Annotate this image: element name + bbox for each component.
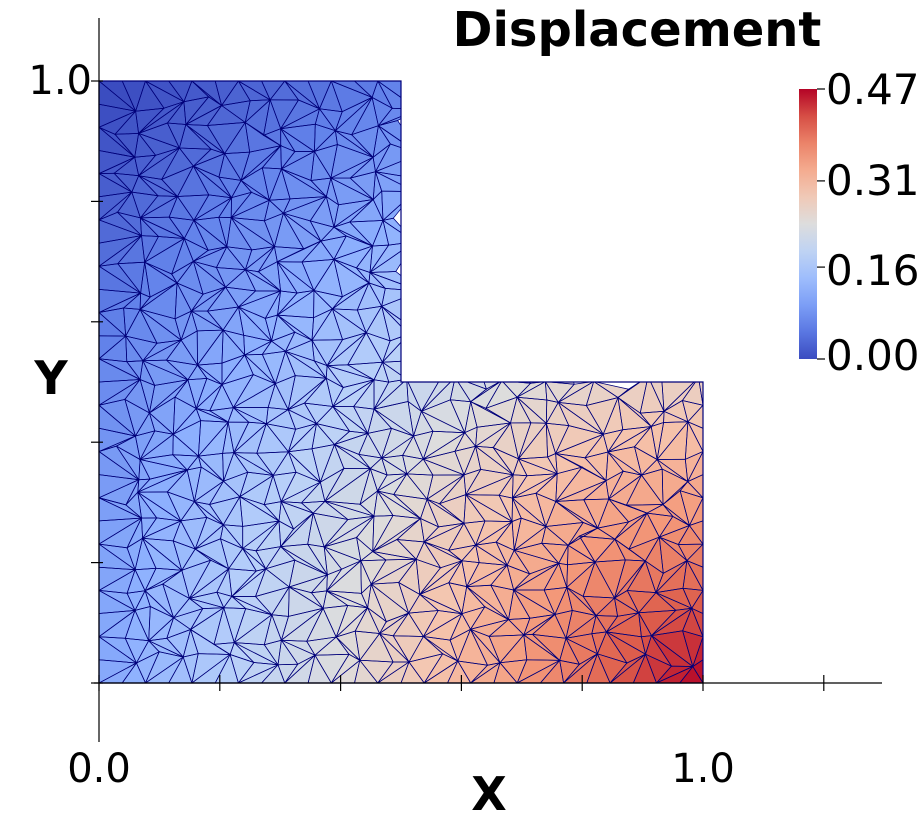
mesh-triangle [501, 365, 532, 384]
colorbar-label-max: 0.47 [826, 65, 917, 114]
colorbar-bar [799, 89, 817, 359]
mesh-triangle [544, 359, 575, 385]
mesh-triangle [121, 81, 147, 113]
x-tick-label: 1.0 [671, 746, 735, 792]
field-cell [477, 358, 503, 382]
mesh-triangle [353, 81, 379, 99]
mesh-triangle [167, 81, 193, 103]
mesh-triangle [685, 358, 703, 379]
field-cell [381, 190, 416, 222]
mesh-triangle [214, 81, 240, 107]
mesh-triangle [450, 356, 479, 379]
y-axis-title: Y [33, 351, 68, 405]
field-cell [544, 359, 575, 385]
mesh-triangle [617, 376, 649, 398]
field-cell [685, 358, 703, 379]
mesh-triangle [511, 354, 549, 383]
field-cell [698, 358, 703, 383]
mesh-triangle [698, 358, 703, 383]
colorbar-label-min: 0.00 [826, 331, 917, 380]
field-cell [450, 356, 479, 378]
mesh-triangle [495, 358, 514, 382]
x-tick-label: 0.0 [67, 746, 131, 792]
field-cell [512, 366, 547, 384]
mesh-triangle [544, 354, 570, 383]
mesh-triangle [307, 81, 332, 110]
y-tick-label: 1.0 [28, 58, 92, 104]
y-ticks [91, 80, 103, 684]
mesh-triangle [512, 366, 547, 384]
colorbar-label: 0.16 [826, 246, 917, 295]
field-cell [511, 354, 549, 383]
mesh-triangle [477, 358, 503, 382]
x-axis-title: X [471, 767, 506, 821]
triangle-mesh [99, 81, 703, 683]
x-ticks [98, 675, 825, 691]
field-cell [544, 354, 570, 383]
colorbar-ticks [817, 88, 825, 360]
field-cell [495, 358, 514, 382]
colorbar: 0.47 0.31 0.16 0.00 [799, 65, 917, 380]
axes [94, 18, 882, 742]
mesh-triangle [261, 81, 286, 101]
chart-title: Displacement [453, 2, 822, 58]
field-cell [501, 366, 532, 384]
mesh-triangle [558, 381, 594, 403]
colorbar-label: 0.31 [826, 156, 917, 205]
